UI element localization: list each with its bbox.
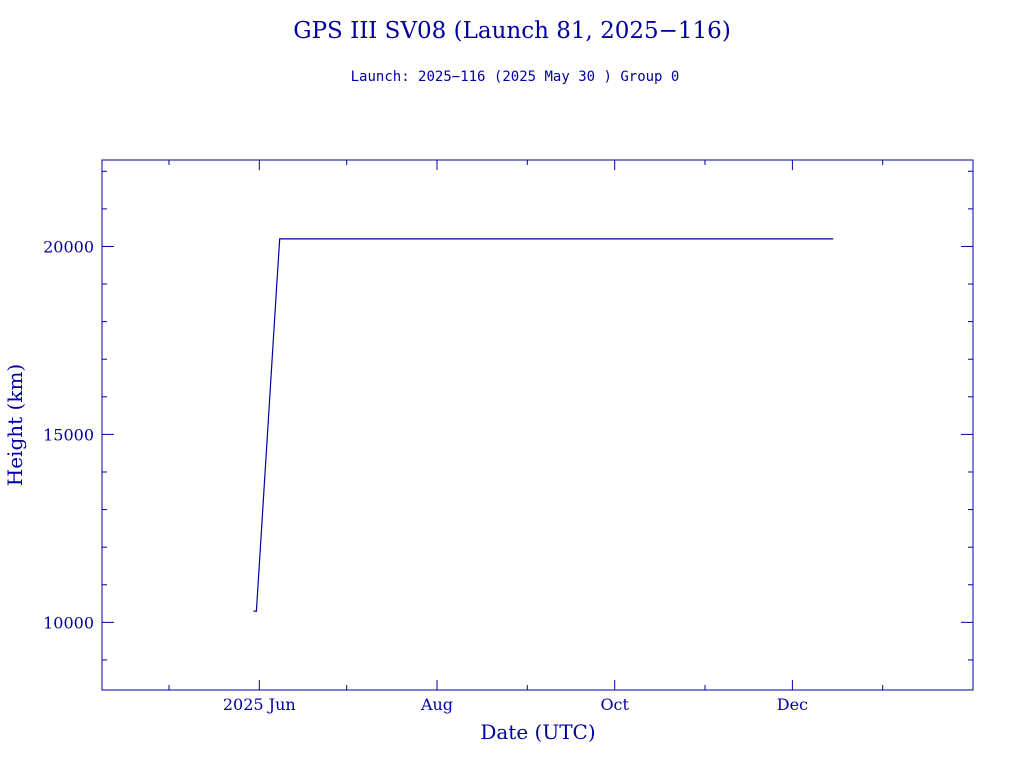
x-tick-label: Dec bbox=[777, 695, 808, 714]
ticks-layer bbox=[102, 160, 973, 690]
series-line bbox=[253, 238, 834, 612]
chart-subtitle: Launch: 2025−116 (2025 May 30 ) Group 0 bbox=[351, 69, 680, 85]
x-tick-label: Oct bbox=[600, 695, 629, 714]
plot-frame bbox=[101, 159, 974, 691]
y-tick-label: 20000 bbox=[43, 237, 94, 256]
tick-labels-layer: 2025 Jun Aug Oct Dec 10000 15000 20000 bbox=[43, 237, 808, 714]
y-tick-label: 15000 bbox=[43, 425, 94, 444]
series-layer bbox=[253, 238, 834, 612]
chart-title: GPS III SV08 (Launch 81, 2025−116) bbox=[293, 18, 731, 44]
x-tick-label: 2025 Jun bbox=[223, 695, 296, 714]
x-axis-label: Date (UTC) bbox=[480, 720, 595, 744]
x-tick-label: Aug bbox=[420, 695, 453, 714]
y-tick-label: 10000 bbox=[43, 613, 94, 632]
y-axis-label: Height (km) bbox=[3, 364, 27, 486]
